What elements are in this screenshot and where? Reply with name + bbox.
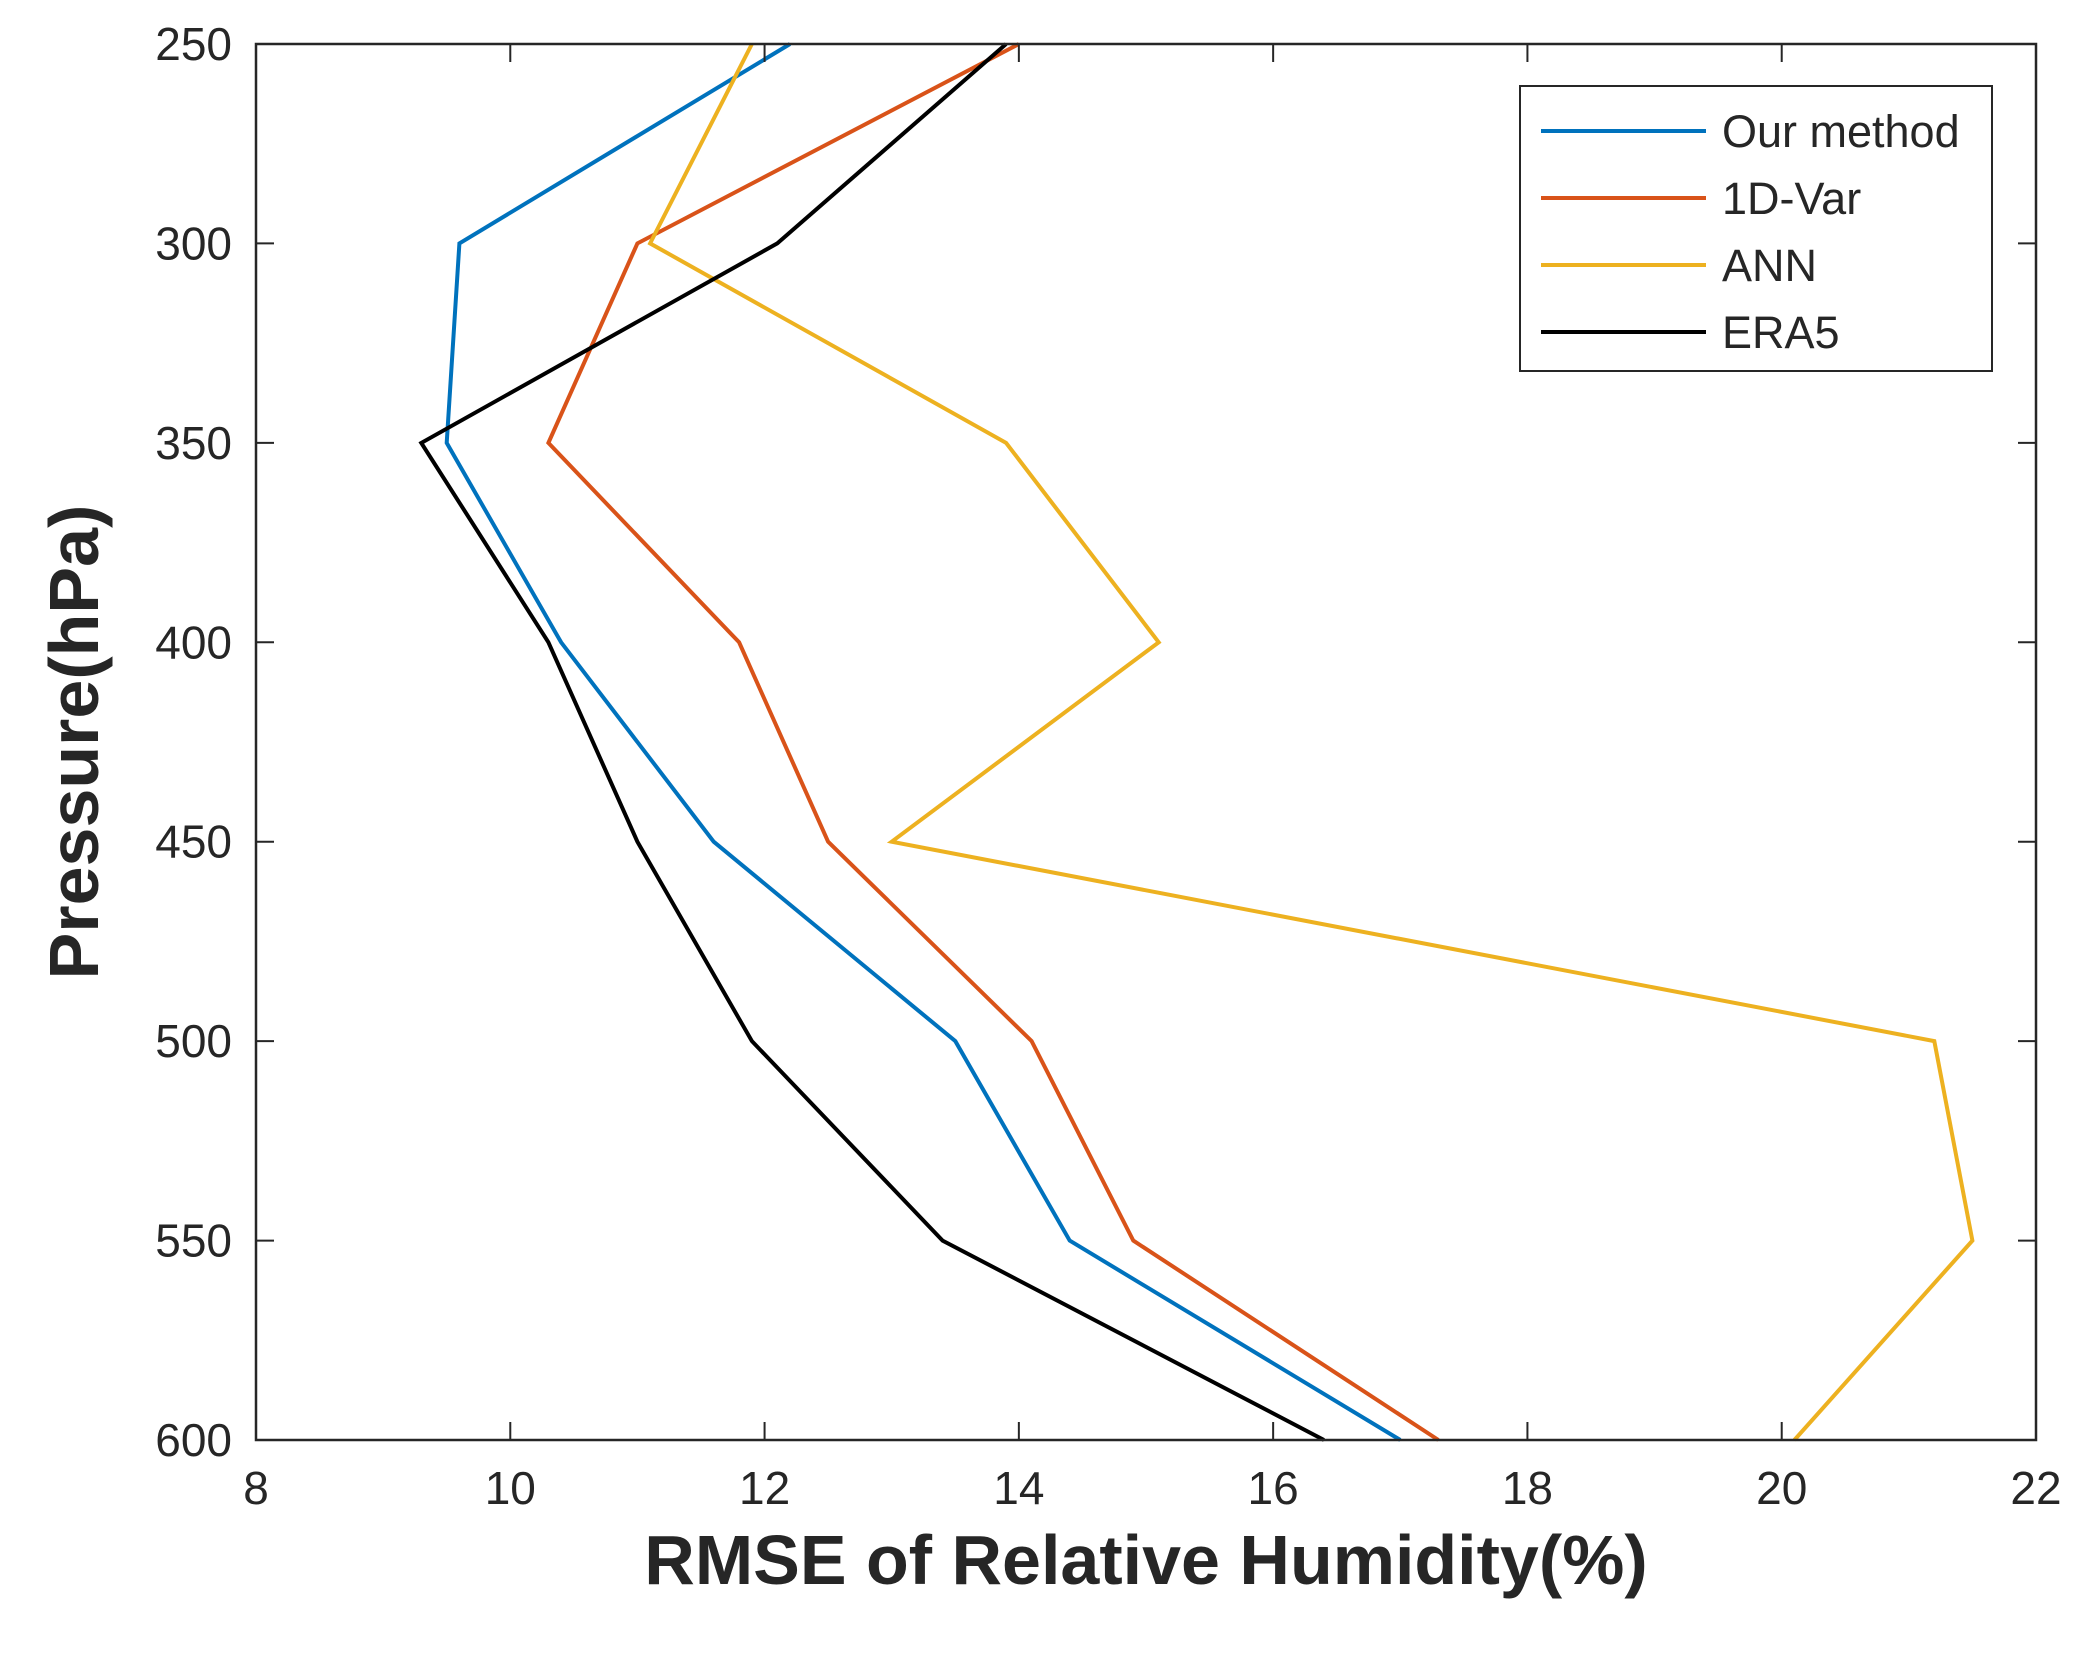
legend-label-era5: ERA5	[1722, 307, 1840, 358]
y-tick-label: 600	[155, 1414, 232, 1466]
y-tick-label: 350	[155, 417, 232, 469]
series-line-our-method	[444, 42, 1402, 1442]
y-tick-label: 400	[155, 616, 232, 668]
series-line-1d-var	[546, 42, 1440, 1442]
x-axis-title: RMSE of Relative Humidity(%)	[644, 1521, 1647, 1599]
legend-label-our-method: Our method	[1722, 106, 1960, 157]
series-line-era5	[418, 42, 1325, 1442]
x-tick-label: 10	[485, 1462, 536, 1514]
x-tick-label: 14	[993, 1462, 1044, 1514]
y-tick-label: 500	[155, 1015, 232, 1067]
x-tick-label: 20	[1756, 1462, 1807, 1514]
y-tick-label: 450	[155, 816, 232, 868]
x-tick-label: 18	[1502, 1462, 1553, 1514]
x-tick-labels: 8 10 12 14 16 18 20 22	[243, 1462, 2061, 1514]
x-tick-label: 8	[243, 1462, 269, 1514]
series-line-ann	[647, 43, 1975, 1442]
y-axis-title: Pressure(hPa)	[35, 505, 113, 980]
x-tick-label: 16	[1248, 1462, 1299, 1514]
y-tick-label: 300	[155, 217, 232, 269]
legend-box	[1519, 85, 1993, 372]
series-group	[418, 42, 1975, 1442]
y-tick-labels: 250 300 350 400 450 500 550 600	[155, 18, 232, 1466]
x-tick-label: 12	[739, 1462, 790, 1514]
legend-label-ann: ANN	[1722, 240, 1817, 291]
tick-marks	[255, 43, 2037, 1441]
y-tick-label: 250	[155, 18, 232, 70]
y-tick-label: 550	[155, 1215, 232, 1267]
plot-frame	[254, 42, 2038, 1442]
legend-label-1d-var: 1D-Var	[1722, 173, 1861, 224]
legend: Our method 1D-Var ANN ERA5	[1519, 85, 1993, 372]
x-tick-label: 22	[2010, 1462, 2061, 1514]
